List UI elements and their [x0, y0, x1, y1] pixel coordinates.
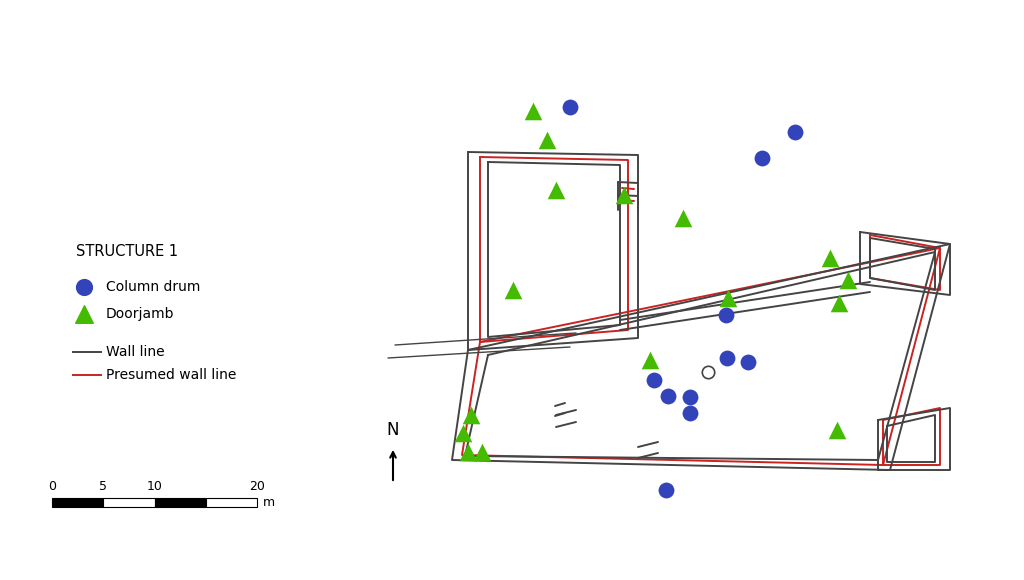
Point — [720, 293, 736, 303]
Bar — [155, 498, 206, 507]
Text: 0: 0 — [48, 480, 56, 493]
Text: 20: 20 — [249, 480, 265, 493]
Point — [786, 128, 803, 137]
Text: 10: 10 — [146, 480, 163, 493]
Point — [539, 135, 555, 144]
Point — [615, 190, 632, 200]
Point — [719, 353, 735, 362]
Point — [646, 375, 663, 385]
Bar — [103, 498, 155, 507]
Point — [463, 411, 479, 420]
Point — [460, 447, 476, 456]
Point — [828, 425, 845, 434]
Text: 5: 5 — [99, 480, 108, 493]
Point — [659, 392, 676, 401]
Text: Column drum: Column drum — [106, 280, 201, 294]
Point — [675, 213, 691, 223]
Point — [642, 356, 658, 365]
Point — [739, 357, 756, 367]
Bar — [206, 498, 257, 507]
Text: N: N — [387, 421, 399, 439]
Bar — [52, 498, 103, 507]
Point — [822, 253, 839, 263]
Point — [562, 102, 579, 111]
Point — [525, 106, 542, 115]
Point — [455, 429, 471, 438]
Point — [699, 367, 716, 376]
Point — [657, 485, 674, 495]
Point — [830, 298, 847, 307]
Point — [76, 282, 92, 292]
Text: STRUCTURE 1: STRUCTURE 1 — [76, 245, 178, 259]
Point — [754, 153, 770, 162]
Point — [474, 447, 490, 456]
Point — [682, 392, 698, 401]
Point — [682, 408, 698, 418]
Point — [718, 310, 734, 320]
Point — [840, 276, 856, 285]
Point — [76, 309, 92, 318]
Point — [548, 186, 564, 195]
Text: m: m — [263, 496, 275, 509]
Text: Wall line: Wall line — [106, 345, 165, 359]
Point — [505, 285, 521, 295]
Text: Presumed wall line: Presumed wall line — [106, 368, 237, 382]
Text: Doorjamb: Doorjamb — [106, 307, 174, 321]
